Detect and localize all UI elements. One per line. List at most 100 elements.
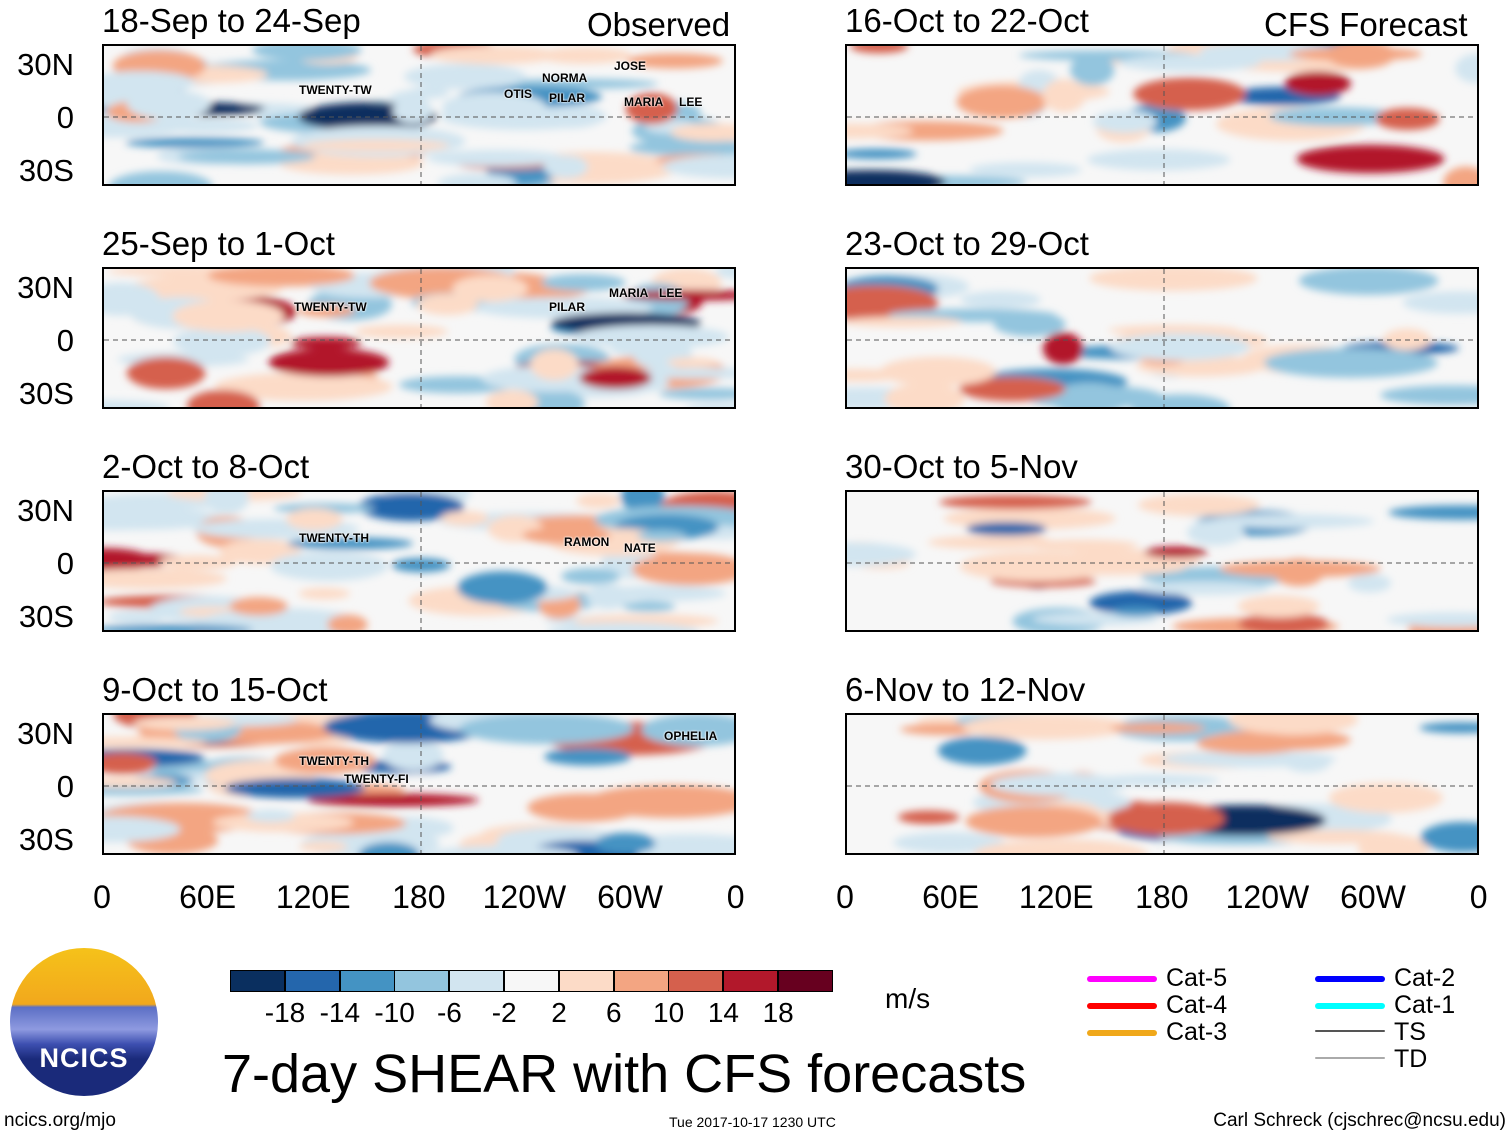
shear-contour: [715, 269, 734, 279]
shear-contour: [193, 608, 368, 630]
colorbar-bin: [504, 970, 559, 992]
footer-url[interactable]: ncics.org/mjo: [4, 1110, 116, 1131]
shear-contour: [104, 752, 157, 775]
shear-contour: [1108, 324, 1239, 336]
shear-contour: [966, 521, 1047, 536]
shear-contour: [427, 149, 567, 167]
shear-contour: [960, 291, 1041, 309]
shear-field: [104, 715, 734, 853]
legend-label: Cat-2: [1394, 964, 1456, 992]
panel-title: 25-Sep to 1-Oct: [102, 225, 335, 262]
logo-text: NCICS: [39, 1043, 129, 1073]
shear-contour: [561, 568, 621, 585]
shear-contour: [485, 389, 539, 407]
shear-contour: [459, 715, 634, 745]
shear-contour: [1263, 348, 1438, 378]
storm-label: TWENTY-TW: [299, 83, 372, 97]
lon-tick-label: 0: [1469, 879, 1488, 915]
storm-label: OTIS: [504, 87, 533, 101]
legend-label: TD: [1394, 1045, 1428, 1073]
shear-contour: [440, 510, 489, 526]
units-label: m/s: [885, 983, 931, 1014]
panel-title: 30-Oct to 5-Nov: [845, 448, 1078, 485]
panel-title: 23-Oct to 29-Oct: [845, 225, 1089, 262]
footer-credit: Carl Schreck (cjschrec@ncsu.edu): [1213, 1110, 1506, 1131]
shear-contour: [1197, 732, 1306, 755]
shear-contour: [224, 778, 366, 799]
colorbar-label: -14: [319, 997, 361, 1028]
storm-label: PILAR: [549, 91, 585, 105]
shear-field: [847, 715, 1477, 853]
shear-contour: [327, 614, 368, 630]
shear-contour: [104, 71, 195, 94]
storm-label: OPHELIA: [664, 729, 718, 743]
shear-contour: [1210, 514, 1375, 529]
lon-tick-label: 180: [1135, 879, 1189, 915]
shear-contour: [884, 383, 965, 407]
forecast-heading: CFS Forecast: [1264, 6, 1468, 43]
shear-contour: [104, 736, 207, 748]
lat-tick-label: 30S: [18, 376, 74, 411]
shear-contour: [297, 304, 356, 318]
lat-tick-label: 30N: [17, 47, 74, 82]
shear-contour: [104, 282, 160, 316]
shear-contour: [104, 816, 181, 843]
shear-contour: [897, 810, 960, 824]
storm-label: LEE: [679, 95, 703, 109]
shear-contour: [104, 507, 223, 530]
shear-contour: [1238, 612, 1329, 630]
lon-tick-label: 120W: [1225, 879, 1310, 915]
map-panel: TWENTY-TH RAMON NATE: [102, 490, 736, 632]
shear-contour: [1110, 722, 1206, 734]
legend-line-cat-5: [1087, 976, 1157, 982]
shear-contour: [229, 597, 288, 616]
shear-contour: [186, 389, 260, 407]
shear-contour: [1107, 802, 1225, 836]
map-panel: TWENTY-TH TWENTY-FI OPHELIA: [102, 713, 736, 855]
shear-contour: [847, 542, 917, 567]
legend-line-cat-3: [1087, 1030, 1157, 1036]
shear-contour: [893, 832, 1006, 853]
shear-contour: [274, 747, 376, 774]
shear-contour: [270, 551, 389, 581]
shear-contour: [126, 356, 206, 390]
lat-tick-label: 0: [56, 323, 74, 358]
storm-label: NORMA: [542, 71, 588, 85]
storm-label: MARIA: [609, 286, 649, 300]
storm-label: TWENTY-TW: [294, 300, 367, 314]
shear-contour: [956, 85, 1048, 119]
lat-tick-label: 0: [56, 546, 74, 581]
shear-contour: [286, 508, 343, 531]
shear-contour: [246, 809, 296, 823]
storm-label: JOSE: [614, 59, 647, 73]
shear-contour: [586, 583, 632, 610]
colorbar-bin: [230, 970, 285, 992]
shear-contour: [586, 784, 734, 818]
shear-contour: [532, 103, 605, 129]
shear-contour: [437, 173, 517, 184]
shear-contour: [544, 747, 632, 766]
colorbar-label: 18: [762, 997, 794, 1028]
shear-contour: [536, 47, 632, 64]
shear-contour: [662, 154, 734, 179]
lon-tick-label: 0: [726, 879, 745, 915]
shear-contour: [594, 832, 656, 853]
legend-line-td: [1315, 1057, 1385, 1059]
shear-contour: [133, 716, 238, 731]
shear-contour: [1089, 590, 1193, 616]
colorbar-label: -18: [264, 997, 306, 1028]
shear-contour: [989, 773, 1128, 796]
shear-field: [847, 46, 1477, 184]
colorbar-bin: [449, 970, 505, 992]
shear-contour: [847, 123, 914, 139]
shear-contour: [1137, 581, 1270, 596]
colorbar-label: -10: [374, 997, 415, 1028]
shear-contour: [452, 275, 529, 302]
shear-contour: [579, 366, 652, 390]
shear-contour: [1284, 71, 1351, 96]
shear-contour: [626, 53, 724, 69]
legend-label: TS: [1394, 1018, 1426, 1046]
lon-tick-label: 60E: [179, 879, 237, 915]
panel-title: 2-Oct to 8-Oct: [102, 448, 310, 485]
